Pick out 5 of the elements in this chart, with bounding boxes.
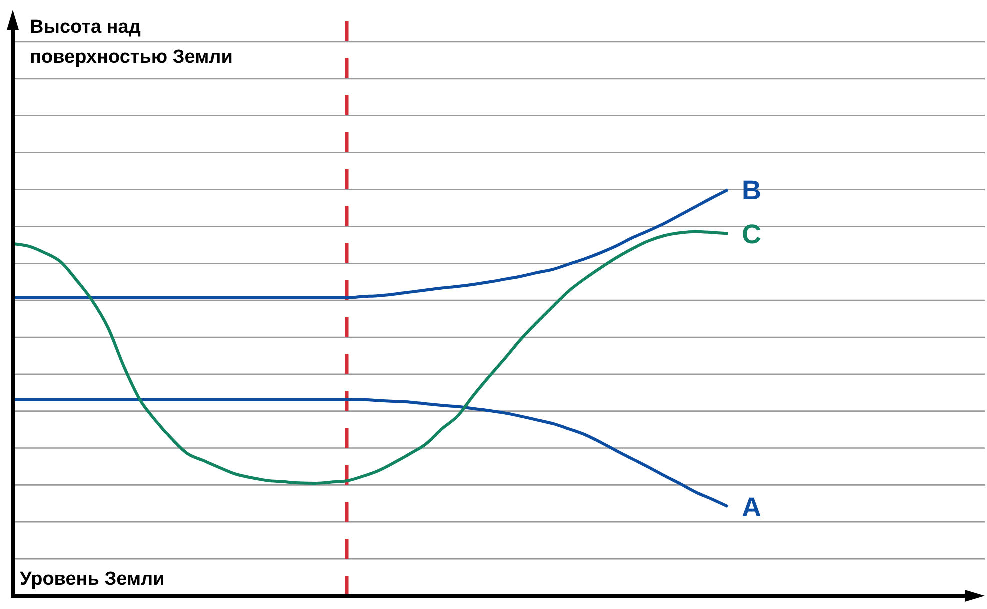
series-label: C [742,220,762,250]
series-label: B [742,176,762,206]
series-label: A [742,492,762,522]
text: Высота над поверхностью Земли [30,17,233,68]
x-axis-title: Уровень Земли [20,569,165,590]
